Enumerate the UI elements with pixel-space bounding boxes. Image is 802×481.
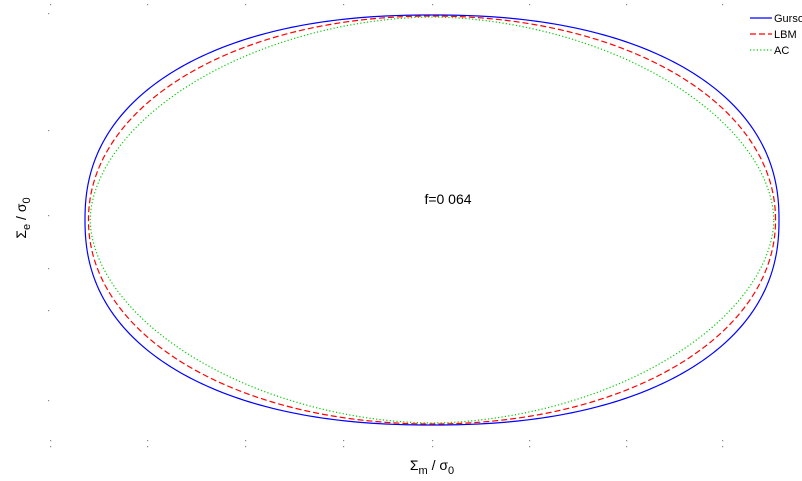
x-tick-mark [147,440,149,442]
x-tick-mark [529,4,531,6]
axis-ticks [48,4,724,448]
x-tick-mark [343,446,345,448]
y-tick-mark [48,215,50,217]
legend-label-lbm: LBM [774,29,797,41]
y-tick-mark [48,310,50,312]
series-gurson-line [84,14,780,426]
legend: Gurson LBM AC [750,13,802,57]
x-tick-mark [50,446,52,448]
x-tick-mark [432,440,434,442]
y-tick-mark [48,13,50,15]
y-tick-mark [48,268,50,270]
legend-label-gurson: Gurson [774,13,802,25]
x-tick-mark [147,4,149,6]
x-tick-mark [722,4,724,6]
x-tick-mark [50,440,52,442]
x-tick-mark [343,440,345,442]
series-lbm-line [87,15,777,425]
x-tick-mark [626,440,628,442]
x-axis-label: Σm / σ0 [410,457,454,477]
x-tick-mark [722,440,724,442]
series-ac-line [89,16,775,424]
x-tick-mark [343,4,345,6]
x-tick-mark [626,446,628,448]
y-tick-mark [48,130,50,132]
x-tick-mark [432,446,434,448]
y-tick-mark [48,400,50,402]
x-tick-mark [245,446,247,448]
x-tick-mark [529,440,531,442]
x-tick-mark [529,446,531,448]
legend-label-ac: AC [774,45,789,57]
plot-area [84,14,780,426]
x-tick-mark [626,4,628,6]
y-axis-label: Σe / σ0 [13,197,33,238]
x-tick-mark [722,446,724,448]
x-tick-mark [50,4,52,6]
x-tick-mark [432,4,434,6]
x-tick-mark [245,440,247,442]
x-tick-mark [245,4,247,6]
annotation-label: f=0 064 [424,191,471,207]
x-tick-mark [147,446,149,448]
